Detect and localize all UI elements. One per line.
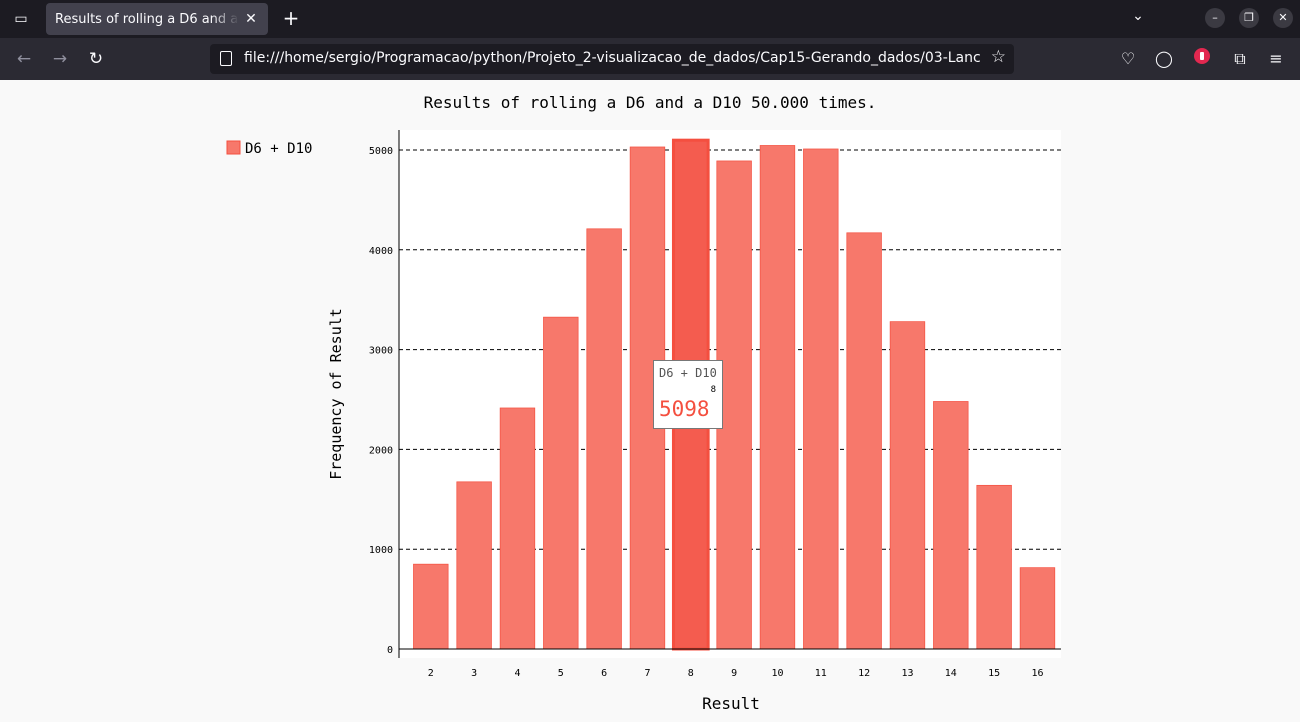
tab-list-icon[interactable]: ▭ (14, 11, 28, 27)
forward-icon[interactable]: → (52, 49, 68, 69)
tooltip-x: 8 (711, 385, 716, 395)
y-axis-label: Frequency of Result (327, 308, 345, 480)
active-tab[interactable]: Results of rolling a D6 and a D10 50.000… (46, 3, 268, 35)
x-tick-label: 7 (644, 668, 650, 679)
minimize-icon[interactable]: – (1205, 8, 1225, 28)
legend-swatch[interactable] (226, 140, 241, 155)
tooltip-value: 5098 (659, 397, 710, 421)
chart-title: Results of rolling a D6 and a D10 50.000… (424, 93, 877, 112)
x-tick-label: 8 (688, 668, 694, 679)
puzzle-icon[interactable]: ⧉ (1234, 49, 1246, 68)
bar-2[interactable] (413, 563, 449, 650)
x-tick-label: 11 (815, 668, 827, 679)
bar-14[interactable] (933, 401, 969, 650)
y-tick-label: 5000 (369, 146, 393, 157)
page-icon (220, 51, 232, 66)
menu-icon[interactable]: ≡ (1269, 49, 1283, 68)
bar-6[interactable] (586, 228, 622, 650)
y-tick-label: 1000 (369, 545, 393, 556)
star-icon[interactable]: ☆ (990, 47, 1006, 67)
close-window-icon[interactable]: ✕ (1273, 8, 1293, 28)
x-tick-label: 3 (471, 668, 477, 679)
x-tick-label: 4 (514, 668, 520, 679)
url-bar[interactable]: file:///home/sergio/Programacao/python/P… (210, 44, 1014, 74)
x-axis-label: Result (702, 694, 760, 713)
bar-16[interactable] (1019, 567, 1056, 650)
legend-label[interactable]: D6 + D10 (245, 141, 312, 157)
y-tick-label: 2000 (369, 445, 393, 456)
bar-5[interactable] (543, 316, 579, 650)
page-content: Results of rolling a D6 and a D10 50.000… (0, 80, 1300, 722)
restore-icon[interactable]: ❐ (1239, 8, 1259, 28)
back-icon[interactable]: ← (16, 49, 32, 69)
x-tick-label: 12 (858, 668, 870, 679)
bar-4[interactable] (499, 407, 536, 650)
pocket-icon[interactable]: ♡ (1120, 49, 1136, 68)
tooltip: D6 + D10 8 5098 (653, 360, 723, 429)
reload-icon[interactable]: ↻ (88, 49, 104, 69)
bar-13[interactable] (889, 321, 926, 650)
chevron-down-icon[interactable]: ⌄ (1132, 8, 1144, 24)
x-tick-label: 16 (1031, 668, 1043, 679)
bar-15[interactable] (976, 484, 1012, 650)
account-icon[interactable]: ◯ (1155, 49, 1173, 68)
navigation-toolbar: ← → ↻ file:///home/sergio/Programacao/py… (0, 38, 1300, 80)
bar-3[interactable] (456, 481, 492, 650)
y-tick-label: 4000 (369, 246, 393, 257)
tooltip-box (653, 360, 723, 429)
y-tick-label: 0 (387, 645, 393, 656)
bar-10[interactable] (759, 145, 796, 650)
x-tick-label: 5 (558, 668, 564, 679)
plus-icon[interactable]: + (282, 6, 300, 30)
x-tick-label: 2 (428, 668, 434, 679)
x-tick-label: 9 (731, 668, 737, 679)
tab-title: Results of rolling a D6 and a D10 50.000… (55, 11, 239, 27)
bar-12[interactable] (846, 232, 882, 650)
close-icon[interactable]: ✕ (245, 11, 257, 27)
url-text[interactable]: file:///home/sergio/Programacao/python/P… (244, 50, 980, 66)
x-tick-label: 13 (901, 668, 913, 679)
y-tick-label: 3000 (369, 346, 393, 357)
x-tick-label: 14 (945, 668, 957, 679)
bar-chart: Results of rolling a D6 and a D10 50.000… (226, 93, 1061, 713)
x-tick-label: 10 (771, 668, 783, 679)
x-tick-label: 6 (601, 668, 607, 679)
x-tick-label: 15 (988, 668, 1000, 679)
tooltip-series: D6 + D10 (659, 366, 717, 380)
extension-red-icon[interactable] (1190, 47, 1214, 71)
tab-bar: ▭ Results of rolling a D6 and a D10 50.0… (0, 0, 1300, 38)
bar-11[interactable] (803, 148, 839, 650)
